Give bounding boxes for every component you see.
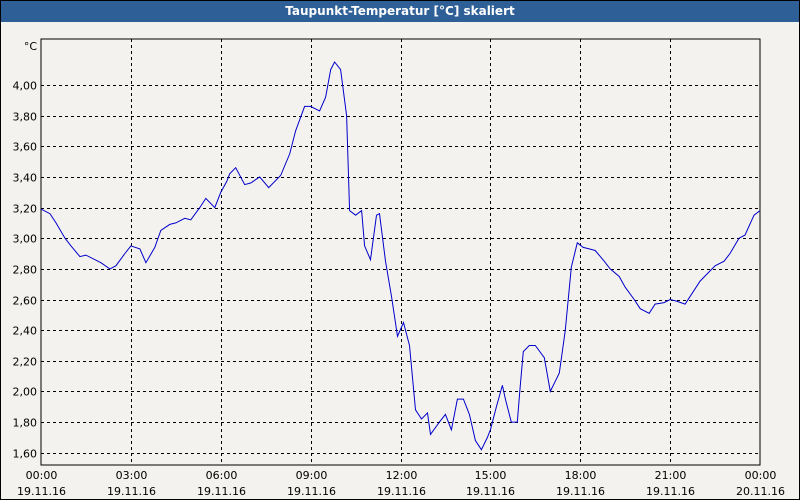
y-tick-label: 2,20 (13, 356, 38, 369)
x-tick-time: 18:00 (565, 469, 597, 482)
x-tick-date: 20.11.16 (736, 485, 785, 498)
chart-title: Taupunkt-Temperatur [°C] skaliert (1, 1, 799, 22)
x-tick-time: 00:00 (26, 469, 58, 482)
x-tick-time: 21:00 (655, 469, 687, 482)
x-tick-date: 19.11.16 (17, 485, 66, 498)
y-tick-label: 1,60 (13, 448, 38, 461)
x-tick-time: 00:00 (745, 469, 777, 482)
y-tick-label: 3,60 (13, 141, 38, 154)
x-tick-date: 19.11.16 (287, 485, 336, 498)
y-axis-label: °C (24, 40, 38, 53)
y-tick-label: 2,80 (13, 264, 38, 277)
y-tick-label: 3,20 (13, 203, 38, 216)
y-tick-label: 3,00 (13, 233, 38, 246)
y-tick-label: 2,60 (13, 295, 38, 308)
y-tick-label: 3,80 (13, 111, 38, 124)
x-tick-time: 15:00 (475, 469, 507, 482)
x-tick-date: 19.11.16 (107, 485, 156, 498)
x-tick-date: 19.11.16 (556, 485, 605, 498)
x-tick-time: 06:00 (206, 469, 238, 482)
y-tick-label: 2,40 (13, 325, 38, 338)
plot-frame (40, 38, 761, 466)
y-tick-label: 2,00 (13, 386, 38, 399)
x-tick-time: 03:00 (116, 469, 148, 482)
x-tick-date: 19.11.16 (197, 485, 246, 498)
x-tick-time: 12:00 (386, 469, 418, 482)
y-tick-label: 3,40 (13, 172, 38, 185)
x-tick-date: 19.11.16 (377, 485, 426, 498)
y-tick-label: 4,00 (13, 80, 38, 93)
x-tick-date: 19.11.16 (466, 485, 515, 498)
y-tick-label: 1,80 (13, 417, 38, 430)
x-tick-time: 09:00 (296, 469, 328, 482)
x-tick-date: 19.11.16 (646, 485, 695, 498)
series-line (40, 61, 761, 451)
